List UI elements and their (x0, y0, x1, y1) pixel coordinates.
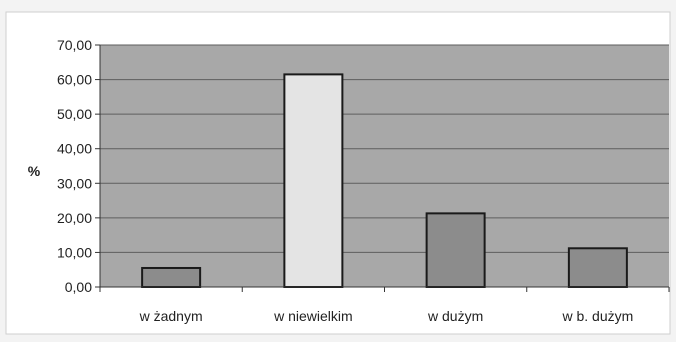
x-tick-labels: w żadnym w niewielkim w dużym w b. dużym (99, 287, 670, 324)
bar (283, 73, 344, 288)
y-tick-label: 60,00 (57, 72, 92, 88)
y-tick-label: 70,00 (57, 37, 92, 53)
plot-area (100, 45, 669, 287)
plot-background (100, 45, 669, 287)
x-tick-label: w dużym (427, 308, 483, 324)
y-tick-label: 20,00 (57, 210, 92, 226)
x-tick-label: w b. dużym (561, 308, 633, 324)
bar (425, 212, 486, 288)
gridlines (95, 44, 669, 288)
bar (567, 247, 628, 288)
bar (141, 266, 202, 289)
y-tick-label: 40,00 (57, 141, 92, 157)
y-tick-label: 30,00 (57, 175, 92, 191)
y-tick-labels: 0,00 10,00 20,00 30,00 40,00 50,00 60,00 70,00 (57, 37, 92, 295)
y-tick-label: 0,00 (65, 279, 92, 295)
y-axis-title: % (28, 163, 41, 179)
y-tick-label: 50,00 (57, 106, 92, 122)
bars (141, 73, 628, 289)
x-tick-label: w żadnym (139, 308, 203, 324)
y-tick-label: 10,00 (57, 244, 92, 260)
x-tick-label: w niewielkim (273, 308, 353, 324)
